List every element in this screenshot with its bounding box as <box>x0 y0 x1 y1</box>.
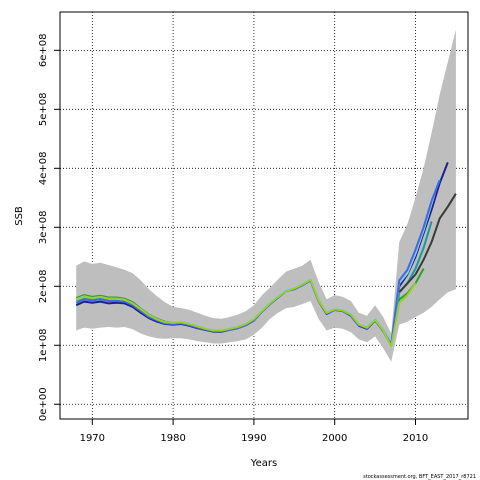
series-line-6 <box>75 278 417 348</box>
x-tick-label: 2000 <box>322 433 347 444</box>
y-tick-label: 6e+08 <box>38 34 49 68</box>
y-tick-label: 1e+08 <box>38 328 49 362</box>
series-lines <box>75 162 457 348</box>
x-tick-label: 1990 <box>241 433 266 444</box>
series-line-7 <box>398 193 457 293</box>
y-tick-label: 0e+00 <box>38 387 49 421</box>
x-tick-label: 1980 <box>160 433 185 444</box>
plot-frame <box>59 11 469 420</box>
grid <box>60 12 468 419</box>
confidence-band <box>76 29 456 362</box>
y-axis-title: SSB <box>14 206 25 226</box>
y-tick-label: 4e+08 <box>38 151 49 185</box>
x-tick-label: 1970 <box>80 433 105 444</box>
y-axis: 0e+00 1e+08 2e+08 3e+08 4e+08 5e+08 6e+08 <box>38 34 60 421</box>
x-tick-label: 2010 <box>403 433 428 444</box>
confidence-band-area <box>76 29 456 362</box>
y-tick-label: 5e+08 <box>38 93 49 127</box>
y-tick-label: 3e+08 <box>38 210 49 244</box>
y-tick-label: 2e+08 <box>38 269 49 303</box>
caption: stockassessment.org, BFT_EAST_2017_r8721 <box>363 474 476 480</box>
x-axis-title: Years <box>250 458 277 469</box>
x-axis: 1970 1980 1990 2000 2010 <box>80 419 428 444</box>
